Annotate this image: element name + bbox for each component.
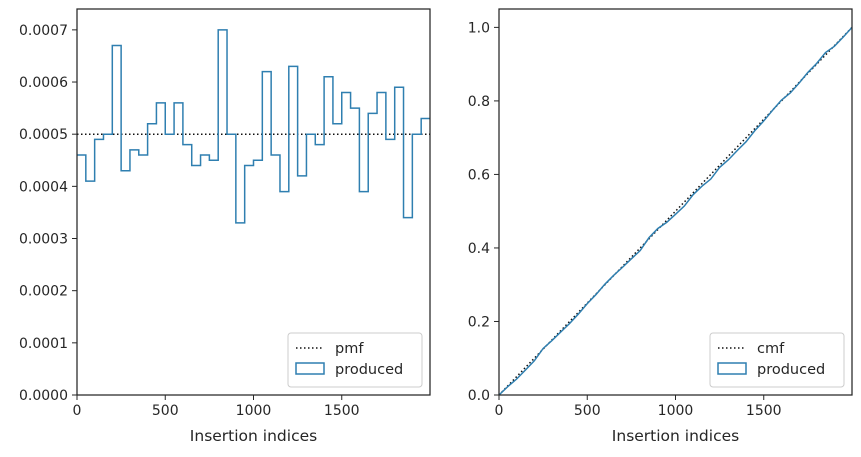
legend-produced-label: produced xyxy=(757,362,825,378)
y-tick-label: 0.6 xyxy=(468,167,490,183)
y-tick-label: 0.0003 xyxy=(19,232,68,248)
legend-produced-label: produced xyxy=(335,362,403,378)
y-tick-label: 0.0002 xyxy=(19,284,68,300)
y-tick-label: 0.0 xyxy=(468,388,490,404)
legend-reference-label: pmf xyxy=(335,341,364,357)
legend-reference-label: cmf xyxy=(757,341,785,357)
legend: pmf produced xyxy=(287,332,423,388)
x-tick-label: 1500 xyxy=(324,403,360,419)
y-tick-label: 0.0006 xyxy=(19,75,68,91)
y-tick-label: 0.0001 xyxy=(19,336,68,352)
y-tick-label: 1.0 xyxy=(468,20,490,36)
y-tick-label: 0.0004 xyxy=(19,179,68,195)
y-tick-label: 0.0007 xyxy=(19,23,68,39)
x-tick-label: 0 xyxy=(73,403,82,419)
right-chart-cmf: 0 500 1000 1500 0.0 0.2 0.4 0.6 0.8 1.0 Insertion … xyxy=(468,8,853,445)
legend: cmf produced xyxy=(709,332,845,388)
y-tick-label: 0.0005 xyxy=(19,127,68,143)
x-tick-label: 1000 xyxy=(658,403,694,419)
x-tick-label: 0 xyxy=(495,403,504,419)
y-tick-label: 0.2 xyxy=(468,314,490,330)
x-tick-label: 500 xyxy=(574,403,601,419)
y-tick-label: 0.8 xyxy=(468,94,490,110)
x-axis-label: Insertion indices xyxy=(190,427,317,445)
legend-produced-swatch xyxy=(295,362,325,375)
series-produced-line xyxy=(498,26,853,396)
y-tick-label: 0.0000 xyxy=(19,388,68,404)
x-axis-label: Insertion indices xyxy=(612,427,739,445)
series-produced-line xyxy=(77,29,430,224)
left-chart-pmf: 0 500 1000 1500 0.0000 0.0001 0.0002 0.0003 0.00… xyxy=(19,8,431,445)
x-tick-label: 500 xyxy=(152,403,179,419)
legend-produced-swatch xyxy=(717,362,747,375)
x-tick-label: 1000 xyxy=(236,403,272,419)
y-tick-label: 0.4 xyxy=(468,241,490,257)
x-tick-label: 1500 xyxy=(746,403,782,419)
